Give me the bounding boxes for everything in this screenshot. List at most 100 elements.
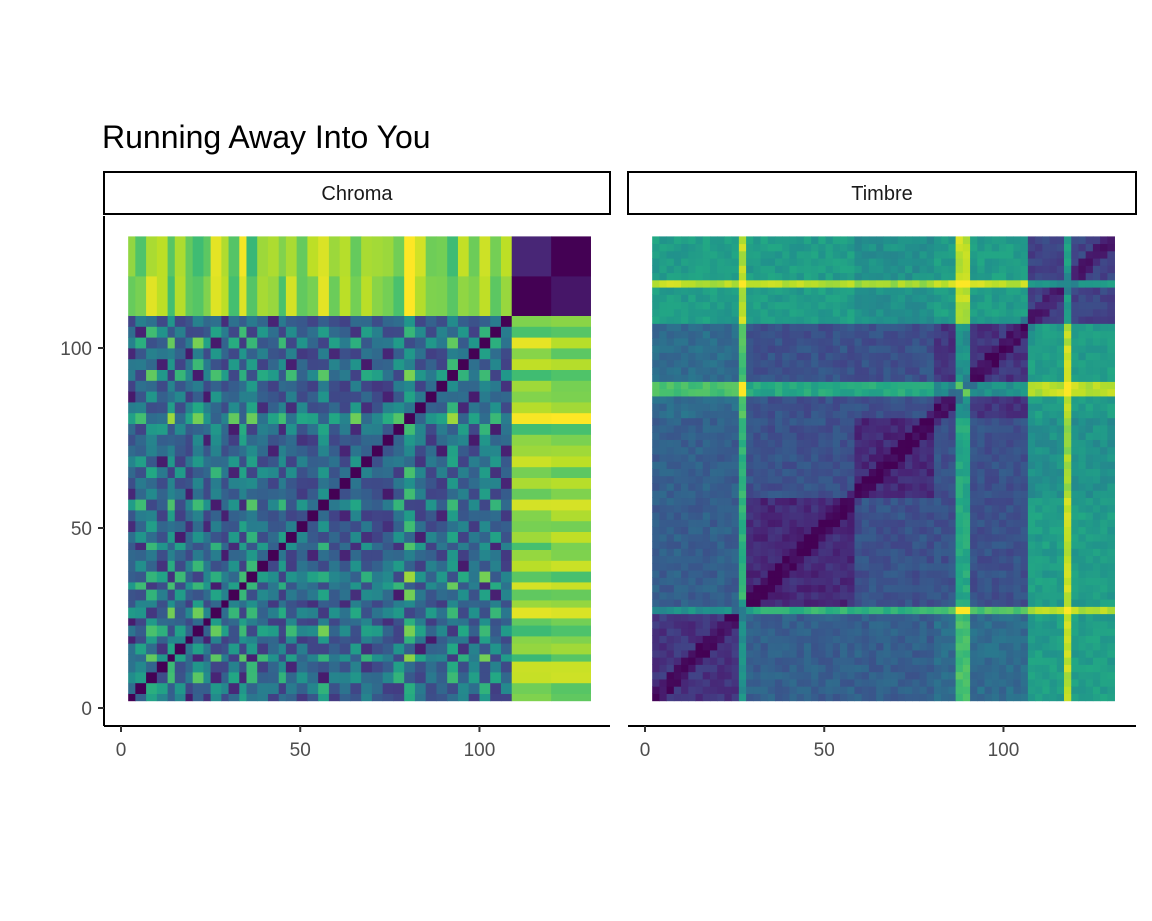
heatmap-cell xyxy=(257,370,268,381)
heatmap-cell xyxy=(157,643,168,654)
heatmap-cell xyxy=(956,425,964,433)
heatmap-cell xyxy=(268,488,279,499)
heatmap-cell xyxy=(681,606,689,614)
heatmap-cell xyxy=(985,454,993,462)
heatmap-cell xyxy=(876,280,884,288)
heatmap-cell xyxy=(135,636,146,644)
heatmap-cell xyxy=(146,348,157,359)
heatmap-cell xyxy=(193,316,204,327)
heatmap-cell xyxy=(724,650,732,658)
heatmap-cell xyxy=(490,582,501,590)
heatmap-cell xyxy=(891,628,899,636)
heatmap-cell xyxy=(963,280,971,288)
heatmap-cell xyxy=(168,694,176,702)
heatmap-cell xyxy=(268,683,279,694)
heatmap-cell xyxy=(724,635,732,643)
heatmap-cell xyxy=(782,548,790,556)
heatmap-cell xyxy=(891,331,899,339)
heatmap-cell xyxy=(551,532,591,543)
heatmap-cell xyxy=(674,316,682,324)
heatmap-cell xyxy=(768,577,776,585)
heatmap-cell xyxy=(717,512,725,520)
heatmap-cell xyxy=(732,316,740,324)
heatmap-cell xyxy=(307,510,318,521)
heatmap-cell xyxy=(426,643,437,654)
heatmap-cell xyxy=(703,440,711,448)
heatmap-cell xyxy=(775,461,783,469)
heatmap-cell xyxy=(329,276,340,316)
heatmap-cell xyxy=(768,621,776,629)
heatmap-cell xyxy=(681,403,689,411)
heatmap-cell xyxy=(782,483,790,491)
heatmap-cell xyxy=(761,294,769,302)
heatmap-cell xyxy=(797,287,805,295)
heatmap-cell xyxy=(956,454,964,462)
heatmap-cell xyxy=(847,236,855,244)
heatmap-cell xyxy=(307,467,318,478)
heatmap-cell xyxy=(985,345,993,353)
heatmap-cell xyxy=(912,592,920,600)
heatmap-cell xyxy=(1021,650,1029,658)
heatmap-cell xyxy=(920,672,928,680)
heatmap-cell xyxy=(404,391,415,402)
heatmap-cell xyxy=(1021,396,1029,404)
heatmap-cell xyxy=(696,461,704,469)
heatmap-cell xyxy=(318,467,329,478)
heatmap-cell xyxy=(286,589,297,600)
heatmap-cell xyxy=(753,665,761,673)
heatmap-cell xyxy=(739,469,747,477)
heatmap-cell xyxy=(469,413,480,424)
heatmap-cell xyxy=(268,654,279,662)
heatmap-cell xyxy=(383,337,394,348)
heatmap-cell xyxy=(221,683,229,694)
heatmap-cell xyxy=(168,456,176,467)
heatmap-cell xyxy=(912,331,920,339)
heatmap-cell xyxy=(847,563,855,571)
heatmap-cell xyxy=(1028,606,1036,614)
heatmap-cell xyxy=(703,585,711,593)
heatmap-cell xyxy=(426,391,437,402)
heatmap-cell xyxy=(789,548,797,556)
heatmap-cell xyxy=(1006,280,1014,288)
heatmap-cell xyxy=(307,550,318,561)
heatmap-cell xyxy=(329,643,340,654)
heatmap-cell xyxy=(1028,672,1036,680)
heatmap-cell xyxy=(826,432,834,440)
heatmap-cell xyxy=(775,280,783,288)
heatmap-cell xyxy=(490,694,501,702)
heatmap-cell xyxy=(739,374,747,382)
heatmap-cell xyxy=(768,382,776,390)
heatmap-cell xyxy=(1021,287,1029,295)
heatmap-cell xyxy=(862,476,870,484)
heatmap-cell xyxy=(703,338,711,346)
heatmap-cell xyxy=(833,316,841,324)
heatmap-cell xyxy=(447,661,458,672)
heatmap-cell xyxy=(941,469,949,477)
heatmap-cell xyxy=(415,478,426,489)
heatmap-cell xyxy=(696,244,704,252)
heatmap-cell xyxy=(157,618,168,626)
heatmap-cell xyxy=(732,628,740,636)
heatmap-cell xyxy=(681,592,689,600)
heatmap-cell xyxy=(920,527,928,535)
heatmap-cell xyxy=(746,454,754,462)
heatmap-cell xyxy=(717,411,725,419)
heatmap-cell xyxy=(203,521,211,532)
heatmap-cell xyxy=(426,683,437,694)
heatmap-cell xyxy=(1021,672,1029,680)
heatmap-cell xyxy=(175,348,186,359)
heatmap-cell xyxy=(934,353,942,361)
heatmap-cell xyxy=(739,338,747,346)
heatmap-cell xyxy=(350,391,361,402)
heatmap-cell xyxy=(746,512,754,520)
heatmap-cell xyxy=(789,345,797,353)
heatmap-cell xyxy=(1028,527,1036,535)
heatmap-cell xyxy=(905,534,913,542)
heatmap-cell xyxy=(905,498,913,506)
heatmap-cell xyxy=(905,672,913,680)
heatmap-cell xyxy=(854,563,862,571)
heatmap-cell xyxy=(175,542,186,550)
heatmap-cell xyxy=(920,265,928,273)
heatmap-cell xyxy=(789,614,797,622)
heatmap-cell xyxy=(847,548,855,556)
